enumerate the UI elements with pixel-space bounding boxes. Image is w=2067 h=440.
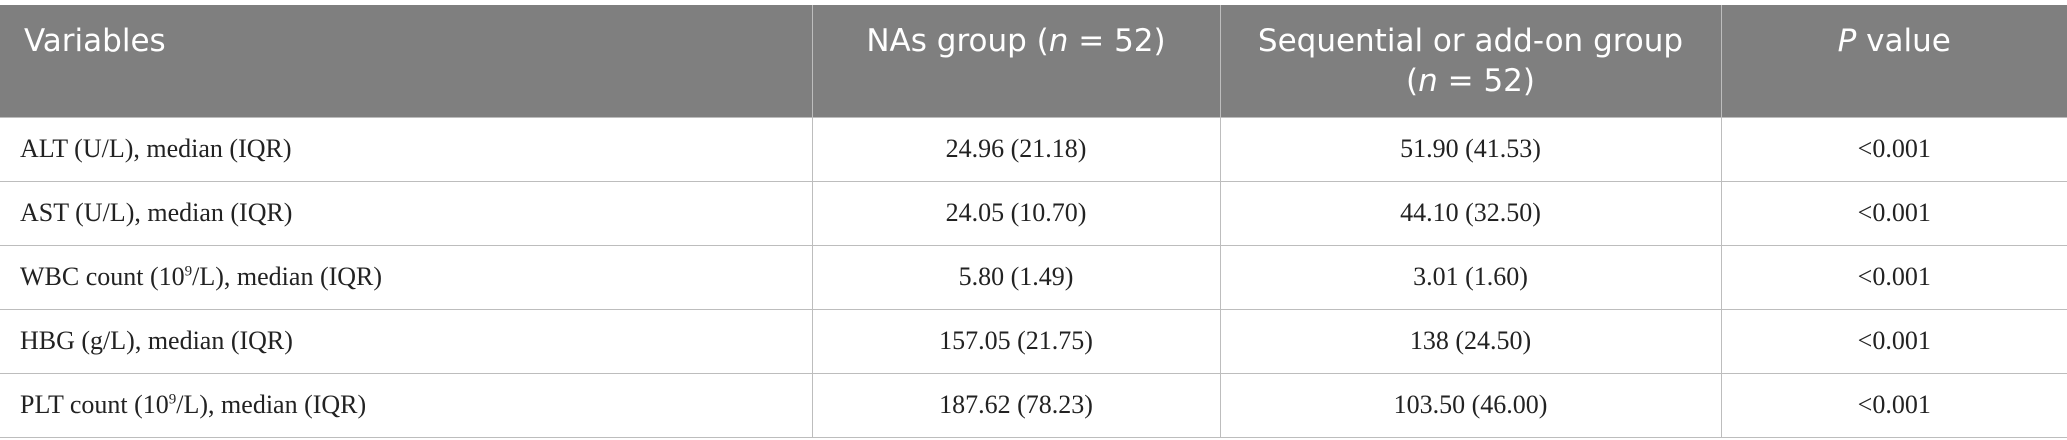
italic-run: P	[1837, 23, 1857, 59]
table-row: HBG (g/L), median (IQR) 157.05 (21.75) 138…	[0, 308, 2067, 374]
table-cell: 51.90 (41.53)	[1219, 116, 1722, 182]
text-run: value	[1856, 23, 1951, 59]
text-run: = 52)	[1437, 63, 1535, 99]
superscript: 9	[168, 391, 177, 408]
table-cell: 103.50 (46.00)	[1219, 372, 1722, 438]
text-run: <0.001	[1857, 262, 1931, 291]
table-row: ALT (U/L), median (IQR) 24.96 (21.18) 51.9…	[0, 116, 2067, 182]
table-cell: 157.05 (21.75)	[811, 308, 1221, 374]
text-run: = 52)	[1068, 23, 1166, 59]
text-run: 51.90 (41.53)	[1400, 134, 1541, 163]
table-cell: <0.001	[1720, 308, 2067, 374]
text-run: NAs group (	[866, 23, 1049, 59]
text-run: Variables	[24, 23, 166, 59]
table-cell: 187.62 (78.23)	[811, 372, 1221, 438]
text-run: 103.50 (46.00)	[1393, 390, 1548, 419]
text-run: 3.01 (1.60)	[1413, 262, 1528, 291]
text-run: <0.001	[1857, 390, 1931, 419]
table-cell: 44.10 (32.50)	[1219, 180, 1722, 246]
text-run: Sequential or add-on group (	[1257, 23, 1684, 99]
text-run: /L), median (IQR)	[176, 390, 367, 419]
table-cell: 5.80 (1.49)	[811, 244, 1221, 310]
header-cell: Sequential or add-on group (n = 52)	[1219, 5, 1721, 117]
table-row: AST (U/L), median (IQR) 24.05 (10.70) 44.1…	[0, 180, 2067, 246]
table-cell: AST (U/L), median (IQR)	[0, 180, 813, 246]
text-run: AST (U/L), median (IQR)	[20, 198, 293, 227]
text-run: ALT (U/L), median (IQR)	[20, 134, 292, 163]
text-run: 24.96 (21.18)	[945, 134, 1087, 163]
text-run: 5.80 (1.49)	[958, 262, 1074, 291]
table-cell: <0.001	[1720, 180, 2067, 246]
data-table: Variables NAs group (n = 52) Sequential or…	[0, 5, 2067, 438]
text-run: 44.10 (32.50)	[1400, 198, 1541, 227]
table-cell: 24.96 (21.18)	[811, 116, 1221, 182]
table-cell: 24.05 (10.70)	[811, 180, 1221, 246]
superscript: 9	[184, 263, 193, 280]
text-run: 187.62 (78.23)	[939, 390, 1093, 419]
table-cell: 3.01 (1.60)	[1219, 244, 1722, 310]
table-cell: WBC count (109/L), median (IQR)	[0, 244, 813, 310]
text-run: 24.05 (10.70)	[945, 198, 1087, 227]
table-cell: HBG (g/L), median (IQR)	[0, 308, 813, 374]
table-cell: <0.001	[1720, 244, 2067, 310]
table-cell: <0.001	[1720, 116, 2067, 182]
table-cell: <0.001	[1720, 372, 2067, 438]
text-run: <0.001	[1857, 198, 1931, 227]
table-cell: PLT count (109/L), median (IQR)	[0, 372, 813, 438]
text-run: WBC count (10	[20, 262, 185, 291]
header-cell: P value	[1720, 5, 2067, 117]
text-run: <0.001	[1857, 134, 1931, 163]
table-cell: 138 (24.50)	[1219, 308, 1722, 374]
text-run: HBG (g/L), median (IQR)	[20, 326, 293, 355]
text-run: 138 (24.50)	[1409, 326, 1532, 355]
header-cell: NAs group (n = 52)	[811, 5, 1220, 117]
text-run: /L), median (IQR)	[192, 262, 383, 291]
italic-run: n	[1048, 23, 1069, 59]
italic-run: n	[1418, 63, 1438, 99]
table-row: WBC count (109/L), median (IQR) 5.80 (1.4…	[0, 244, 2067, 310]
table-cell: ALT (U/L), median (IQR)	[0, 116, 813, 182]
header-row: Variables NAs group (n = 52) Sequential or…	[0, 5, 2067, 117]
text-run: PLT count (10	[20, 390, 169, 419]
header-cell: Variables	[0, 5, 812, 117]
text-run: <0.001	[1857, 326, 1931, 355]
text-run: 157.05 (21.75)	[939, 326, 1093, 355]
table-row: PLT count (109/L), median (IQR) 187.62 (7…	[0, 372, 2067, 438]
